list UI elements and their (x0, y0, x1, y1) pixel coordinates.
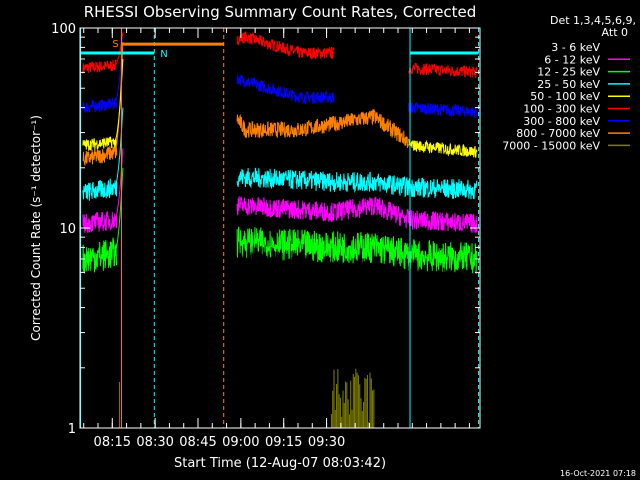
legend-entry-label: 3 - 6 keV (551, 41, 600, 54)
legend-entry-label: 100 - 300 keV (523, 103, 600, 116)
x-tick-label: 08:30 (136, 435, 173, 450)
series-line (236, 241, 478, 313)
x-axis-label: Start Time (12-Aug-07 08:03:42) (174, 456, 386, 471)
series-line (82, 146, 118, 166)
y-tick-label: 100 (51, 22, 76, 37)
y-tick-label: 1 (68, 422, 76, 437)
series-line (82, 211, 118, 233)
night-label: N (160, 49, 167, 60)
legend-entry-label: 12 - 25 keV (537, 66, 600, 79)
series-line (236, 31, 335, 61)
x-axis: 08:15 08:30 08:45 09:00 09:15 09:30 (83, 28, 470, 450)
y-axis: 1 10 100 (51, 22, 480, 437)
x-tick-label: 09:30 (308, 435, 345, 450)
legend-title: Det 1,3,4,5,6,9, (550, 14, 636, 27)
x-tick-label: 08:45 (179, 435, 216, 450)
eclipse-label: S (112, 39, 118, 50)
series-line (236, 109, 409, 148)
x-tick-label: 08:15 (94, 435, 131, 450)
series-line (82, 237, 118, 274)
chart-title: RHESSI Observing Summary Count Rates, Co… (84, 3, 477, 21)
series-line (236, 167, 478, 200)
legend-entry-label: 7000 - 15000 keV (502, 139, 600, 152)
series-line (236, 226, 478, 275)
legend-entry-label: 50 - 100 keV (530, 90, 600, 103)
y-tick-label: 10 (59, 222, 76, 237)
series-line (82, 267, 118, 313)
legend-entry-label: 25 - 50 keV (537, 78, 600, 91)
generated-timestamp: 16-Oct-2021 07:18 (560, 469, 636, 478)
series-line (236, 196, 478, 233)
x-tick-label: 09:00 (222, 435, 259, 450)
series-line (82, 178, 118, 201)
legend-entry-label: 300 - 800 keV (523, 115, 600, 128)
legend-entry-label: 6 - 12 keV (544, 53, 600, 66)
plot-frame (79, 27, 481, 429)
x-tick-label: 09:15 (265, 435, 302, 450)
series-line (82, 136, 118, 152)
y-axis-label: Corrected Count Rate (s⁻¹ detector⁻¹) (29, 115, 43, 341)
legend-entry-label: 800 - 7000 keV (516, 127, 600, 140)
series-line (82, 97, 118, 113)
legend-subtitle: Att 0 (602, 26, 628, 39)
series-line (408, 138, 478, 158)
series-line (236, 74, 335, 105)
plot-area: NS (80, 28, 480, 428)
series-line (408, 62, 478, 79)
series-line (82, 59, 118, 75)
series-line (408, 101, 478, 118)
